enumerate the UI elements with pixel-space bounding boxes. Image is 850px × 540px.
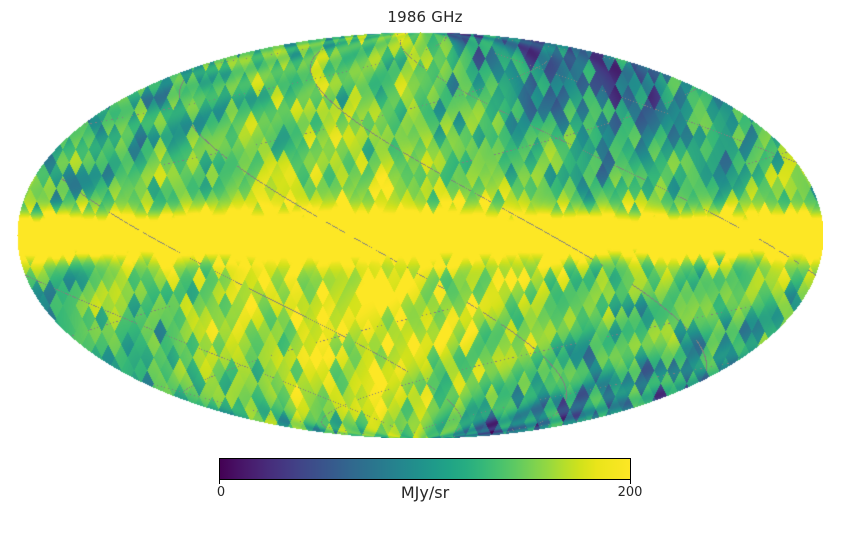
colorbar bbox=[219, 458, 631, 480]
colorbar-tick-min bbox=[219, 480, 221, 484]
colorbar-tick-max bbox=[630, 480, 632, 484]
colorbar-max-label: 200 bbox=[617, 485, 643, 500]
colorbar-gradient bbox=[219, 458, 631, 480]
colorbar-unit-label: MJy/sr bbox=[400, 483, 450, 502]
mollweide-sky-canvas bbox=[17, 32, 823, 438]
colorbar-min-label: 0 bbox=[216, 485, 226, 500]
sky-map bbox=[17, 32, 823, 438]
page-title: 1986 GHz bbox=[387, 8, 463, 26]
